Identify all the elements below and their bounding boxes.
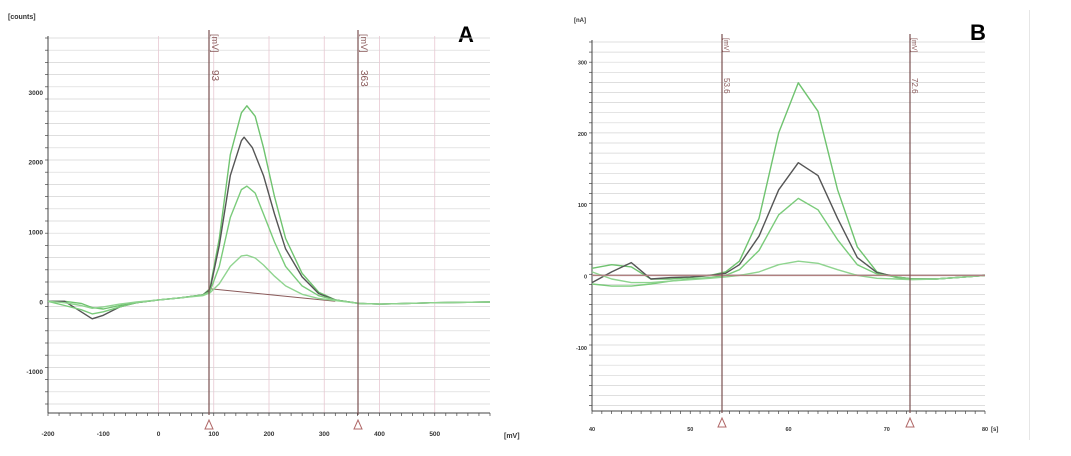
y-tick-label: 3000 (29, 90, 44, 97)
x-tick-label: 0 (157, 431, 161, 438)
marker-triangle (204, 418, 214, 430)
x-tick-label: 400 (374, 431, 385, 438)
panel-label-b: B (970, 20, 986, 45)
y-unit-label-a: [counts] (8, 14, 36, 21)
panel-divider (1029, 10, 1030, 440)
marker-unit-label: [mV] (210, 34, 220, 53)
series-line-4 (47, 254, 491, 309)
series-line-4 (591, 260, 986, 284)
x-tick-label: 50 (687, 427, 693, 433)
chart-b: [nA] [s] B 40 50 60 70 80 300 200 100 0 -100 [mV] 5… (574, 18, 998, 433)
y-tick-label: 0 (39, 299, 43, 306)
y-tick-label: -100 (576, 346, 587, 352)
marker-value-label: 93 (209, 70, 220, 82)
y-tick-label: -1000 (26, 369, 43, 376)
marker-unit-label: [mV] (722, 38, 729, 52)
x-tick-label: 40 (589, 427, 595, 433)
x-tick-label: 200 (264, 431, 275, 438)
series-line-3 (591, 197, 986, 287)
chart-a: [counts] [mV] A -200 -100 0 100 200 300 400 500… (8, 14, 520, 440)
y-unit-label-b: [nA] (574, 18, 586, 24)
x-tick-label: 300 (319, 431, 330, 438)
marker-unit-label: [mV] (910, 38, 917, 52)
x-tick-label: -200 (41, 431, 54, 438)
marker-unit-label: [mV] (359, 34, 369, 53)
plot-area-a: -200 -100 0 100 200 300 400 5003000200010000-10… (26, 30, 491, 438)
x-tick-label: -100 (97, 431, 110, 438)
marker-value-label: 53.6 (722, 78, 731, 94)
y-tick-label: 0 (584, 274, 587, 280)
plot-area-b: 40 50 60 70 80 300 200 100 0 -100 [mV] 53.6 [mV] 72.6 (576, 34, 988, 433)
y-tick-label: 1000 (29, 229, 44, 236)
marker-value-label: 72.6 (910, 78, 919, 94)
y-tick-label: 200 (578, 132, 587, 138)
marker-triangle (905, 416, 915, 428)
series-line-1 (591, 82, 986, 280)
x-tick-label: 80 (982, 427, 988, 433)
marker-triangle (717, 416, 727, 428)
x-tick-label: 60 (785, 427, 791, 433)
y-tick-label: 100 (578, 203, 587, 209)
x-tick-label: 500 (429, 431, 440, 438)
panel-label-a: A (458, 22, 474, 47)
y-tick-label: 2000 (29, 160, 44, 167)
series-line-2 (591, 162, 986, 284)
x-unit-label-a: [mV] (504, 433, 520, 440)
baseline-line (209, 288, 336, 302)
x-tick-label: 100 (208, 431, 219, 438)
x-tick-label: 70 (884, 427, 890, 433)
y-tick-label: 300 (578, 60, 587, 66)
marker-value-label: 363 (358, 70, 369, 87)
marker-triangle (353, 418, 363, 430)
x-unit-label-b: [s] (991, 427, 998, 433)
